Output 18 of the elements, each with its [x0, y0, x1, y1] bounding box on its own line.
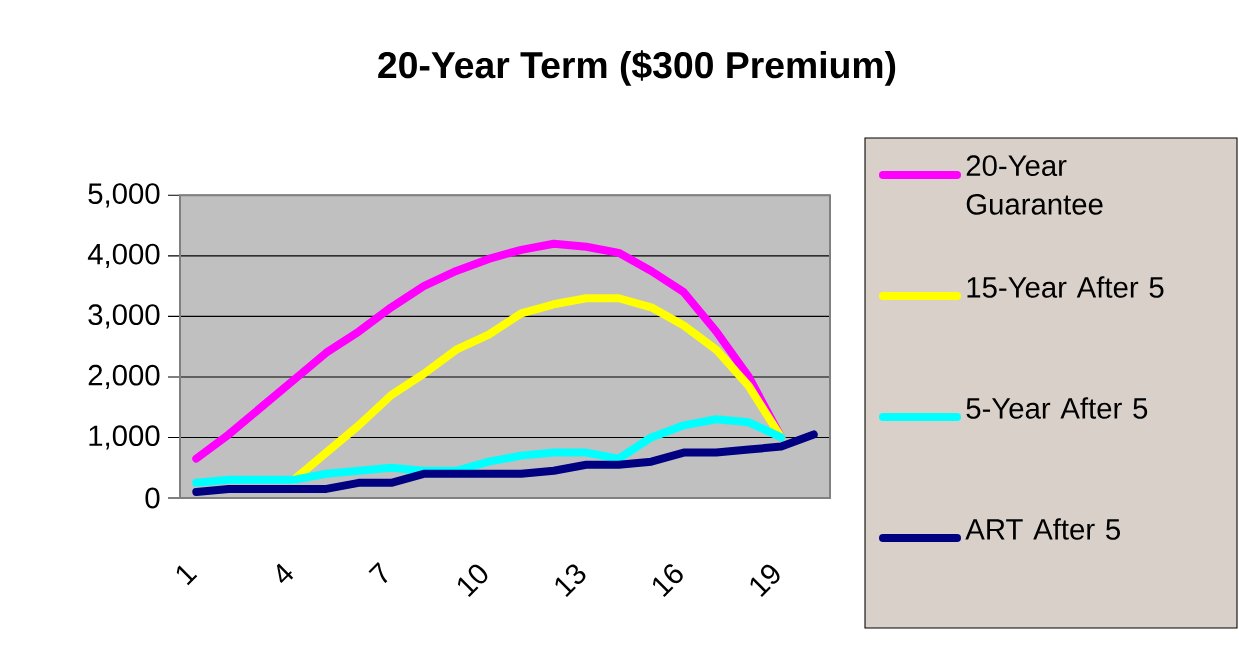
- legend-label: 15-Year After 5: [967, 276, 1164, 298]
- x-tick-label: 19: [750, 564, 780, 597]
- x-tick-label: 16: [652, 564, 683, 597]
- x-tick-label: 1: [176, 565, 198, 586]
- y-tick-label: 1,000: [89, 425, 160, 450]
- legend-label: 5-Year After 5: [966, 397, 1148, 419]
- y-tick-label: 2,000: [88, 364, 160, 390]
- y-tick-label: 3,000: [88, 304, 160, 329]
- y-tick-label: 4,000: [87, 243, 160, 268]
- y-tick-label: 0: [145, 487, 160, 509]
- legend-label: 20-Year Guarantee: [966, 155, 1103, 215]
- x-tick-label: 10: [457, 564, 488, 597]
- chart-title: 20-Year Term ($300 Premium): [378, 50, 896, 86]
- y-tick-label: 5,000: [88, 183, 160, 208]
- legend-label: ART After 5: [965, 518, 1120, 540]
- x-tick-label: 7: [368, 562, 388, 584]
- x-tick-label: 4: [276, 563, 294, 584]
- x-tick-label: 13: [555, 564, 586, 597]
